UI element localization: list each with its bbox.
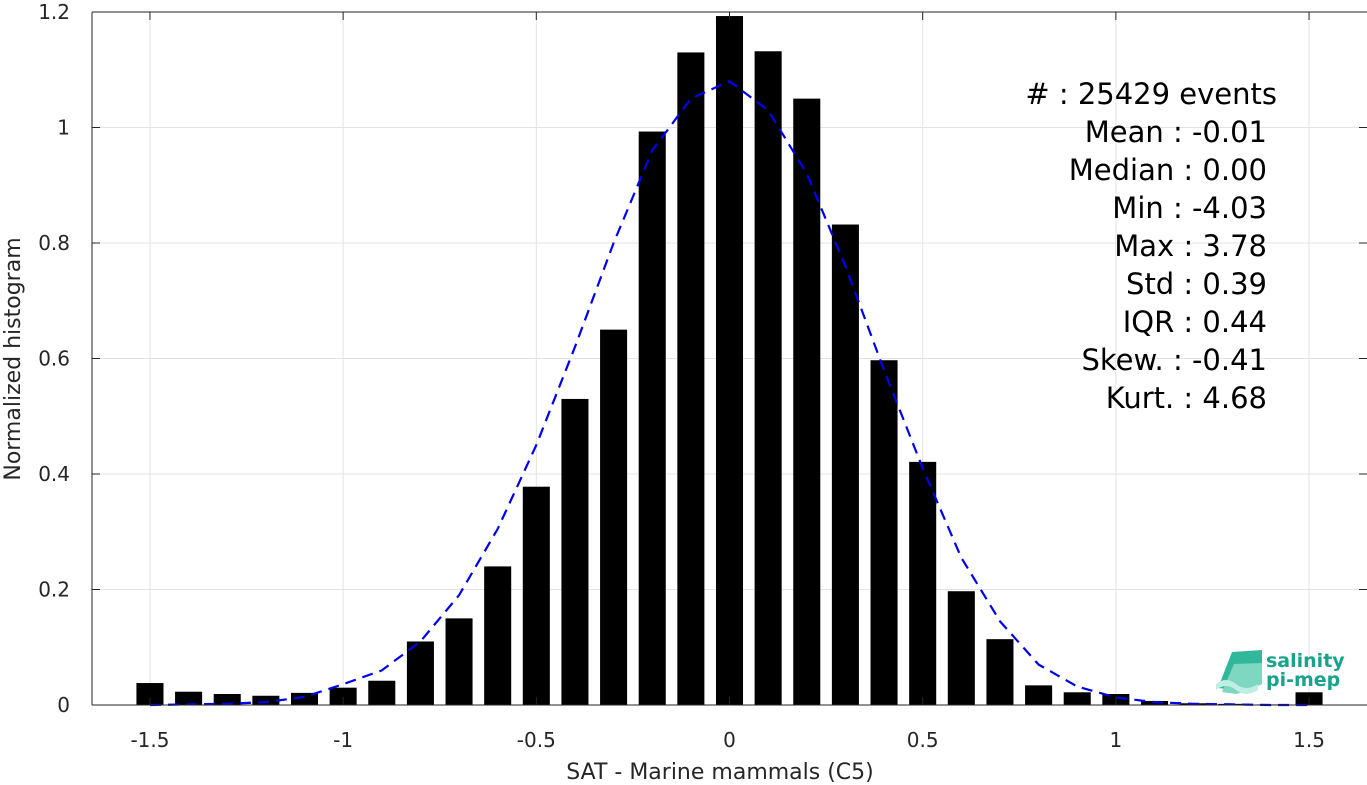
histogram-bar <box>870 360 898 705</box>
y-tick-label: 1 <box>57 116 70 140</box>
x-tick-label: -1 <box>333 728 353 752</box>
histogram-bar <box>561 398 589 705</box>
stat-line: Median : 0.00 <box>1069 153 1267 187</box>
logo: salinity pi-mep <box>1216 650 1345 694</box>
axes-frame <box>91 11 1367 706</box>
stat-line: Skew. : -0.41 <box>1081 343 1267 377</box>
stat-line: Max : 3.78 <box>1114 229 1267 263</box>
x-tick-label: -0.5 <box>517 728 556 752</box>
stat-line: Mean : -0.01 <box>1085 115 1267 149</box>
bars <box>136 16 1323 706</box>
stat-line: IQR : 0.44 <box>1123 305 1267 339</box>
tick-labels: -1.5 -1 -0.5 0 0.5 1 1.5 0 0.2 0.4 0.6 0.8 1 1.2 <box>38 0 1325 752</box>
histogram-bar <box>175 691 203 705</box>
y-tick-label: 0.8 <box>38 231 70 255</box>
fit-curve <box>149 80 1309 707</box>
histogram-bar <box>754 51 782 705</box>
histogram-bar <box>522 486 550 705</box>
y-axis-label: Normalized histogram <box>1 237 26 480</box>
stat-line: Std : 0.39 <box>1126 267 1267 301</box>
histogram-bar <box>677 52 705 706</box>
histogram-bar <box>329 687 357 705</box>
x-tick-label: -1.5 <box>130 728 169 752</box>
histogram-bar <box>1063 692 1091 705</box>
histogram-bar <box>290 692 319 705</box>
y-tick-label: 0 <box>57 693 70 717</box>
x-axis-label: SAT - Marine mammals (C5) <box>566 760 874 785</box>
stat-line: Kurt. : 4.68 <box>1106 381 1267 415</box>
histogram-bar <box>947 591 975 705</box>
histogram-bar <box>368 680 396 705</box>
histogram-bar <box>406 641 434 705</box>
stat-line: # : 25429 events <box>1025 77 1277 111</box>
stats-annotation: # : 25429 events Mean : -0.01 Median : 0.0… <box>1025 77 1277 415</box>
histogram-bar <box>1025 685 1053 705</box>
histogram-bar <box>213 694 241 705</box>
histogram-bar <box>484 566 512 705</box>
x-tick-label: 0 <box>723 728 736 752</box>
waves-icon <box>1216 650 1262 694</box>
y-tick-label: 1.2 <box>38 0 70 24</box>
histogram-bar <box>600 329 628 705</box>
logo-text-line1: salinity <box>1266 650 1345 672</box>
histogram-bar <box>831 224 859 705</box>
stat-line: Min : -4.03 <box>1112 191 1267 225</box>
histogram-bar <box>986 639 1014 705</box>
x-tick-label: 1 <box>1109 728 1122 752</box>
fit-curve-line <box>149 80 1309 707</box>
histogram-bar <box>909 461 937 705</box>
histogram-bar <box>715 16 744 706</box>
histogram-bar <box>252 695 280 705</box>
histogram-bar <box>793 98 821 705</box>
histogram-bar <box>638 131 666 706</box>
histogram-bar <box>445 618 473 705</box>
y-tick-label: 0.6 <box>38 347 70 371</box>
x-tick-label: 0.5 <box>907 728 939 752</box>
histogram-bar <box>136 683 164 705</box>
logo-text-line2: pi-mep <box>1266 669 1340 691</box>
y-tick-label: 0.4 <box>38 462 70 486</box>
y-tick-label: 0.2 <box>38 578 70 602</box>
x-tick-label: 1.5 <box>1293 728 1325 752</box>
